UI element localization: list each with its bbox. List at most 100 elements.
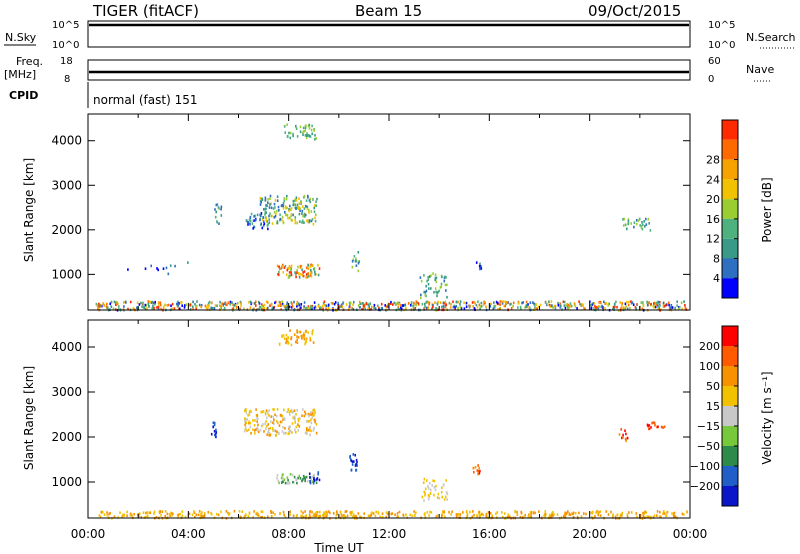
- echo-cell: [460, 307, 463, 310]
- echo-cell: [311, 305, 313, 309]
- echo-cell: [479, 267, 481, 271]
- time-axis-label: Time UT: [313, 541, 364, 554]
- echo-cell: [315, 137, 318, 140]
- echo-cell: [311, 480, 314, 483]
- echo-cell: [113, 300, 116, 304]
- echo-cell: [326, 511, 329, 515]
- echo-cell: [144, 303, 147, 307]
- echo-cell: [288, 410, 290, 414]
- echo-cell: [297, 476, 299, 480]
- echo-cell: [381, 306, 383, 310]
- echo-cell: [254, 432, 256, 435]
- y-tick-label: 1000: [51, 267, 82, 281]
- echo-cell: [225, 303, 227, 306]
- colorbar-tick-label: 200: [699, 340, 720, 353]
- echo-cell: [271, 222, 274, 225]
- echo-cell: [489, 512, 492, 515]
- echo-cell: [443, 279, 446, 283]
- echo-cell: [623, 217, 625, 221]
- echo-cell: [653, 421, 656, 425]
- echo-cell: [448, 510, 450, 514]
- echo-cell: [263, 307, 265, 310]
- echo-cell: [426, 279, 428, 283]
- echo-cell: [616, 305, 618, 309]
- echo-cell: [261, 305, 263, 308]
- echo-cell: [206, 303, 209, 307]
- echo-cell: [612, 516, 614, 519]
- echo-cell: [275, 414, 278, 418]
- echo-cell: [497, 308, 499, 311]
- echo-cell: [267, 201, 269, 204]
- echo-cell: [147, 515, 149, 519]
- echo-cell: [212, 425, 215, 429]
- echo-cell: [425, 289, 428, 293]
- echo-cell: [273, 418, 275, 421]
- echo-cell: [519, 515, 522, 519]
- echo-cell: [291, 305, 294, 308]
- echo-cell: [423, 290, 425, 294]
- echo-cell: [297, 336, 300, 339]
- echo-cell: [439, 301, 442, 304]
- echo-cell: [441, 275, 443, 279]
- echo-cell: [455, 513, 458, 516]
- echo-cell: [648, 424, 651, 427]
- echo-cell: [557, 304, 560, 307]
- echo-cell: [478, 513, 481, 517]
- echo-region: [276, 263, 321, 279]
- echo-cell: [275, 212, 277, 216]
- echo-cell: [349, 305, 351, 309]
- echo-cell: [265, 204, 267, 207]
- echo-cell: [276, 420, 278, 423]
- echo-cell: [405, 306, 407, 310]
- echo-cell: [628, 511, 630, 514]
- echo-cell: [662, 512, 664, 516]
- echo-cell: [171, 302, 174, 306]
- echo-cell: [280, 266, 283, 270]
- echo-cell: [643, 512, 646, 515]
- echo-cell: [295, 413, 297, 416]
- echo-cell: [530, 516, 533, 519]
- echo-cell: [118, 305, 120, 308]
- echo-cell: [279, 414, 282, 417]
- echo-cell: [310, 210, 313, 213]
- echo-cell: [122, 513, 124, 517]
- echo-cell: [676, 304, 678, 307]
- echo-cell: [343, 513, 345, 517]
- echo-cell: [437, 492, 440, 496]
- echo-cell: [404, 303, 407, 307]
- echo-cell: [546, 302, 549, 306]
- echo-cell: [353, 514, 356, 518]
- echo-cell: [312, 329, 314, 332]
- echo-cell: [298, 330, 300, 334]
- echo-cell: [302, 131, 304, 134]
- echo-cell: [289, 131, 292, 135]
- echo-cell: [424, 293, 427, 297]
- echo-cell: [266, 307, 268, 310]
- echo-cell: [622, 224, 625, 227]
- echo-cell: [278, 424, 281, 427]
- echo-cell: [313, 473, 315, 477]
- echo-cell: [644, 225, 646, 228]
- echo-cell: [302, 214, 304, 218]
- echo-cell: [314, 420, 316, 424]
- echo-cell: [307, 267, 310, 270]
- echo-cell: [167, 272, 170, 276]
- echo-cell: [641, 227, 644, 231]
- echo-cell: [424, 291, 427, 294]
- echo-cell: [654, 302, 657, 305]
- echo-cell: [335, 513, 338, 517]
- echo-cell: [280, 304, 282, 308]
- echo-cell: [306, 479, 309, 483]
- echo-cell: [428, 303, 430, 306]
- echo-cell: [471, 301, 474, 304]
- echo-cell: [673, 511, 676, 515]
- echo-cell: [276, 221, 279, 225]
- echo-cell: [116, 301, 118, 304]
- echo-cell: [289, 429, 292, 433]
- echo-cell: [509, 515, 511, 518]
- echo-region: [419, 272, 448, 300]
- echo-cell: [271, 306, 274, 310]
- echo-cell: [370, 514, 373, 517]
- echo-cell: [535, 307, 537, 310]
